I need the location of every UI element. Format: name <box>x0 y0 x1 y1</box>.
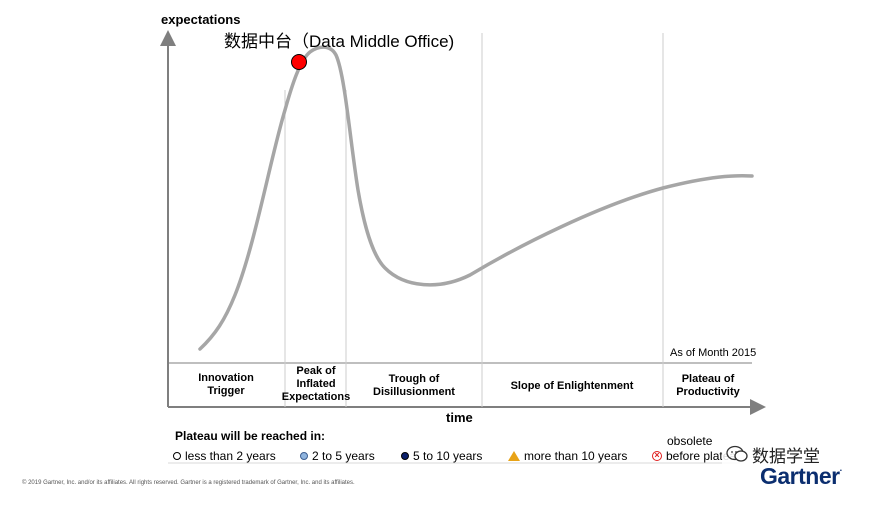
x-axis-label: time <box>446 410 473 425</box>
x-axis-arrow <box>750 399 766 415</box>
watermark-text: 数据学堂 <box>752 446 820 466</box>
dark-blue-circle-icon <box>401 452 409 460</box>
legend-item-more-than-10-years: more than 10 years <box>508 449 627 463</box>
marker-label: 数据中台（Data Middle Office) <box>224 32 455 51</box>
legend-item-2-to-5-years: 2 to 5 years <box>300 449 375 463</box>
legend-item-less-than-2-years: less than 2 years <box>173 449 276 463</box>
chat-bubble-icon <box>726 445 748 462</box>
phase-peak-of-inflated-expectations: Peak of Inflated Expectations <box>281 365 351 403</box>
watermark: 数据学堂 <box>722 441 846 467</box>
legend-obsolete-prefix: obsolete <box>667 434 713 448</box>
light-blue-circle-icon <box>300 452 308 460</box>
legend-item-label: less than 2 years <box>185 449 276 463</box>
y-axis-label: expectations <box>161 12 241 27</box>
phase-slope-of-enlightenment: Slope of Enlightenment <box>510 380 634 392</box>
as-of-label: As of Month 2015 <box>670 347 757 359</box>
phase-trough-of-disillusionment: Trough of Disillusionment <box>373 373 455 398</box>
legend-item-5-to-10-years: 5 to 10 years <box>401 449 482 463</box>
phase-innovation-trigger: Innovation Trigger <box>198 372 254 397</box>
phase-plateau-of-productivity: Plateau of Productivity <box>676 373 740 398</box>
hype-curve <box>198 45 754 351</box>
legend-item-label: 2 to 5 years <box>312 449 375 463</box>
legend-item-label: more than 10 years <box>524 449 628 463</box>
orange-triangle-icon <box>508 451 520 461</box>
gartner-logo: Gartner. <box>760 463 842 489</box>
legend-item-label: 5 to 10 years <box>413 449 483 463</box>
technology-marker <box>291 54 307 70</box>
copyright-text: © 2019 Gartner, Inc. and/or its affiliat… <box>22 480 355 486</box>
hollow-circle-icon <box>173 452 181 460</box>
legend-title: Plateau will be reached in: <box>175 429 326 443</box>
red-x-circle-icon: × <box>652 451 662 461</box>
y-axis-arrow <box>160 30 176 46</box>
